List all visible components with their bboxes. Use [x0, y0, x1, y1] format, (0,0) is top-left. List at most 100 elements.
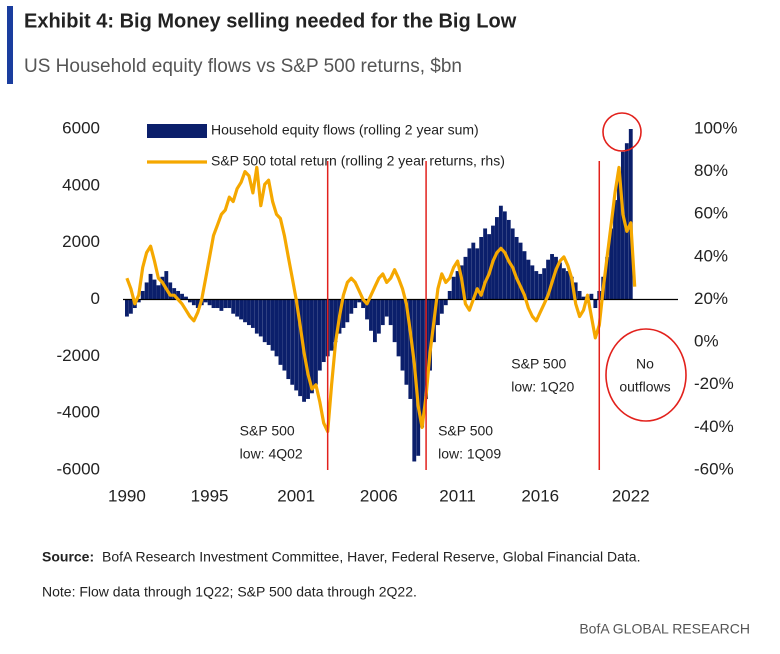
bar — [361, 299, 366, 309]
y2-tick-label: 40% — [694, 246, 728, 265]
chart-subtitle: US Household equity flows vs S&P 500 ret… — [24, 56, 462, 77]
bar — [573, 282, 578, 300]
bar — [471, 242, 476, 300]
y2-tick-label: 60% — [694, 204, 728, 223]
bar — [313, 299, 318, 385]
bar — [286, 299, 291, 380]
bar — [262, 299, 267, 343]
bar — [136, 299, 141, 303]
y-tick-label: 6000 — [62, 118, 100, 137]
bar — [538, 273, 543, 300]
bar — [219, 299, 224, 311]
bar — [447, 290, 452, 300]
bar — [148, 273, 153, 300]
annotation-text: S&P 500 — [240, 423, 295, 439]
x-tick-label: 1990 — [108, 486, 146, 505]
bar — [345, 299, 350, 323]
bar — [349, 299, 354, 314]
bar — [380, 299, 385, 326]
bar — [498, 205, 503, 300]
bar — [128, 299, 133, 314]
bar — [243, 299, 247, 323]
bar — [605, 256, 610, 300]
bar — [195, 299, 200, 309]
annotation-text: low: 1Q09 — [438, 446, 501, 462]
bar — [125, 299, 129, 317]
bar — [164, 271, 169, 300]
bar — [554, 256, 558, 300]
bar — [617, 171, 621, 300]
bar — [144, 282, 149, 300]
bar — [306, 299, 310, 399]
bar — [278, 299, 283, 365]
bar — [376, 299, 381, 334]
bar — [294, 299, 299, 391]
bar — [156, 285, 161, 300]
bar — [483, 228, 488, 300]
bar — [341, 299, 346, 328]
bar — [577, 290, 582, 300]
bar — [455, 271, 460, 300]
bar — [581, 296, 586, 300]
callout-text: outflows — [619, 379, 670, 395]
bar — [333, 299, 338, 343]
x-tick-label: 2022 — [612, 486, 650, 505]
bar — [435, 299, 440, 326]
bar — [282, 299, 287, 371]
callout-text: No — [636, 356, 654, 372]
bar — [160, 276, 165, 300]
brand: BofA GLOBAL RESEARCH — [579, 621, 750, 637]
bar — [530, 265, 535, 300]
annotation-text: low: 4Q02 — [240, 446, 303, 462]
bar — [180, 293, 184, 300]
bar — [317, 299, 322, 371]
y2-tick-label: 100% — [694, 118, 737, 137]
bar — [250, 299, 255, 328]
y2-tick-label: -60% — [694, 459, 734, 478]
bar — [550, 254, 554, 300]
annotation-text: S&P 500 — [438, 423, 493, 439]
annotation-text: S&P 500 — [511, 356, 566, 372]
bar — [203, 299, 208, 303]
bar — [613, 200, 617, 300]
bar — [215, 299, 220, 309]
source-text: BofA Research Investment Committee, Have… — [102, 549, 640, 565]
bar — [247, 299, 251, 326]
bar — [408, 299, 413, 399]
bar — [534, 271, 539, 300]
bar — [184, 296, 188, 300]
bar — [522, 251, 527, 300]
bar — [396, 299, 401, 357]
bar — [176, 290, 181, 300]
bar — [365, 299, 369, 320]
bar — [140, 290, 145, 300]
bar — [542, 268, 547, 300]
bar — [526, 259, 531, 300]
bar — [439, 299, 444, 314]
peak-circle — [602, 112, 642, 152]
bar — [428, 299, 432, 371]
bar — [620, 151, 625, 300]
y-tick-label: -6000 — [57, 459, 100, 478]
bar — [443, 299, 448, 306]
bar — [254, 299, 259, 334]
bar — [609, 228, 614, 300]
bar — [353, 299, 358, 309]
note: Note: Flow data through 1Q22; S&P 500 da… — [42, 584, 417, 600]
bar — [372, 299, 377, 343]
bar — [187, 299, 192, 303]
y-tick-label: 0 — [91, 289, 100, 308]
bar — [223, 299, 228, 309]
source-label: Source: — [42, 549, 94, 565]
bar — [329, 299, 334, 351]
bar — [404, 299, 409, 385]
bar — [168, 282, 173, 300]
title-accent — [7, 6, 13, 84]
bar — [510, 228, 515, 300]
bar — [475, 248, 480, 300]
bar — [463, 256, 468, 300]
bar — [357, 299, 362, 303]
bar — [589, 293, 594, 300]
y2-tick-label: 80% — [694, 161, 728, 180]
